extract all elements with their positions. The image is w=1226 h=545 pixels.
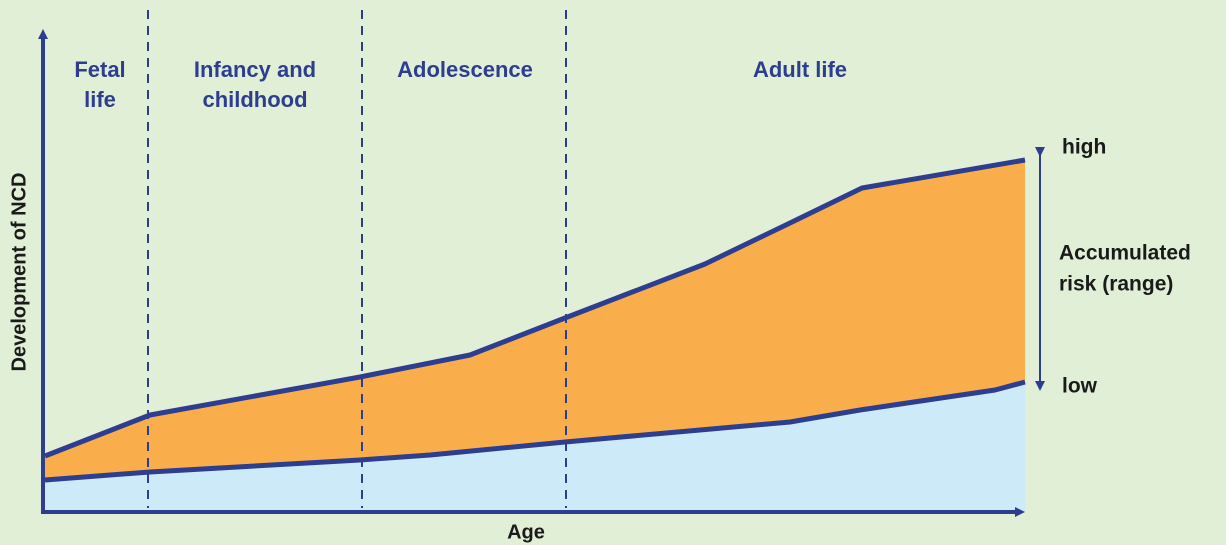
range-label: risk (range) bbox=[1059, 273, 1173, 296]
stage-label: Fetal bbox=[74, 57, 125, 82]
y-axis-title: Development of NCD bbox=[8, 173, 30, 372]
x-axis-title: Age bbox=[507, 521, 545, 543]
range-label: Accumulated bbox=[1059, 242, 1191, 265]
stage-label: life bbox=[84, 87, 116, 112]
stage-label: Infancy and bbox=[194, 57, 316, 82]
stage-label: Adult life bbox=[753, 57, 847, 82]
stage-label: childhood bbox=[202, 87, 307, 112]
stage-dividers bbox=[147, 10, 567, 508]
stage-label: Adolescence bbox=[397, 57, 533, 82]
low-curve bbox=[44, 379, 1026, 483]
risk-range-area bbox=[45, 160, 1025, 480]
low-label: low bbox=[1062, 375, 1098, 398]
high-label: high bbox=[1062, 136, 1106, 159]
